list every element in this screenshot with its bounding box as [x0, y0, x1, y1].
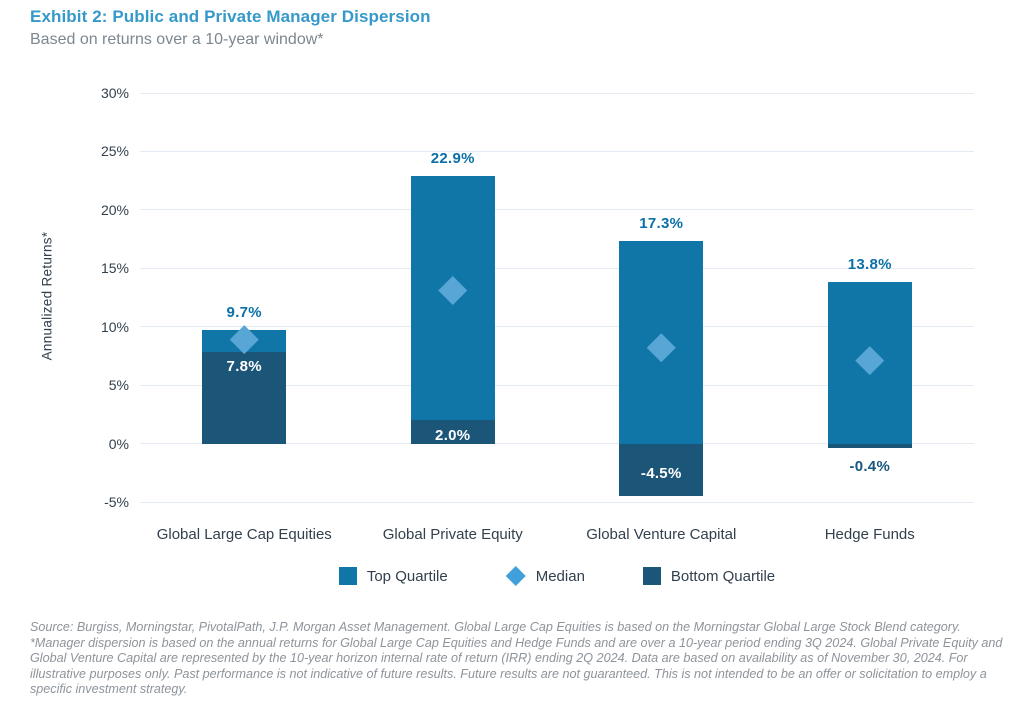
top-quartile-value: 22.9%: [430, 149, 475, 167]
top-quartile-value: 17.3%: [639, 215, 684, 233]
bottom-quartile-bar: [410, 420, 495, 444]
x-axis-label: Global Large Cap Equities: [156, 526, 332, 543]
gridline: [140, 443, 974, 445]
y-tick-label: 25%: [100, 143, 129, 160]
y-tick-label: 5%: [108, 377, 129, 394]
legend-label-bottom-quartile: Bottom Quartile: [670, 567, 776, 585]
exhibit-subtitle: Based on returns over a 10-year window*: [30, 31, 324, 48]
exhibit-title: Exhibit 2: Public and Private Manager Di…: [30, 7, 431, 26]
y-tick-label: 30%: [100, 85, 129, 101]
gridline: [140, 92, 974, 94]
y-tick-label: 0%: [108, 435, 129, 452]
x-axis-label: Global Private Equity: [382, 526, 523, 543]
gridline: [140, 501, 974, 503]
bottom-quartile-value: 2.0%: [435, 426, 471, 444]
x-axis-label: Global Venture Capital: [586, 526, 737, 543]
y-axis-label: Annualized Returns*: [39, 231, 55, 361]
y-tick-label: 15%: [100, 260, 129, 277]
top-quartile-swatch-icon: [338, 567, 357, 585]
legend-label-top-quartile: Top Quartile: [366, 567, 448, 585]
bottom-quartile-bar: [202, 352, 287, 444]
bottom-quartile-value: -4.5%: [640, 464, 682, 482]
legend-item-median: Median: [505, 566, 585, 586]
y-tick-label: -5%: [104, 494, 129, 510]
top-quartile-value: 13.8%: [847, 256, 892, 274]
legend-label-median: Median: [535, 567, 585, 585]
gridline: [140, 209, 974, 211]
bottom-quartile-bar: [619, 443, 704, 497]
bottom-quartile-value: -0.4%: [849, 458, 891, 476]
bottom-quartile-bar: [827, 443, 912, 449]
chart-legend: Top Quartile Median Bottom Quartile: [140, 563, 974, 589]
top-quartile-value: 9.7%: [226, 304, 262, 322]
source-footnote: Source: Burgiss, Morningstar, PivotalPat…: [30, 620, 1003, 697]
gridline: [140, 384, 974, 386]
legend-item-top-quartile: Top Quartile: [338, 567, 448, 585]
legend-item-bottom-quartile: Bottom Quartile: [642, 567, 776, 585]
median-diamond-icon: [505, 566, 526, 586]
x-axis-label: Hedge Funds: [824, 526, 915, 543]
bottom-quartile-swatch-icon: [642, 567, 661, 585]
y-tick-label: 20%: [100, 201, 129, 218]
bottom-quartile-value: 7.8%: [226, 358, 262, 376]
gridline: [140, 150, 974, 152]
y-tick-label: 10%: [100, 318, 129, 335]
gridline: [140, 267, 974, 269]
gridline: [140, 326, 974, 328]
